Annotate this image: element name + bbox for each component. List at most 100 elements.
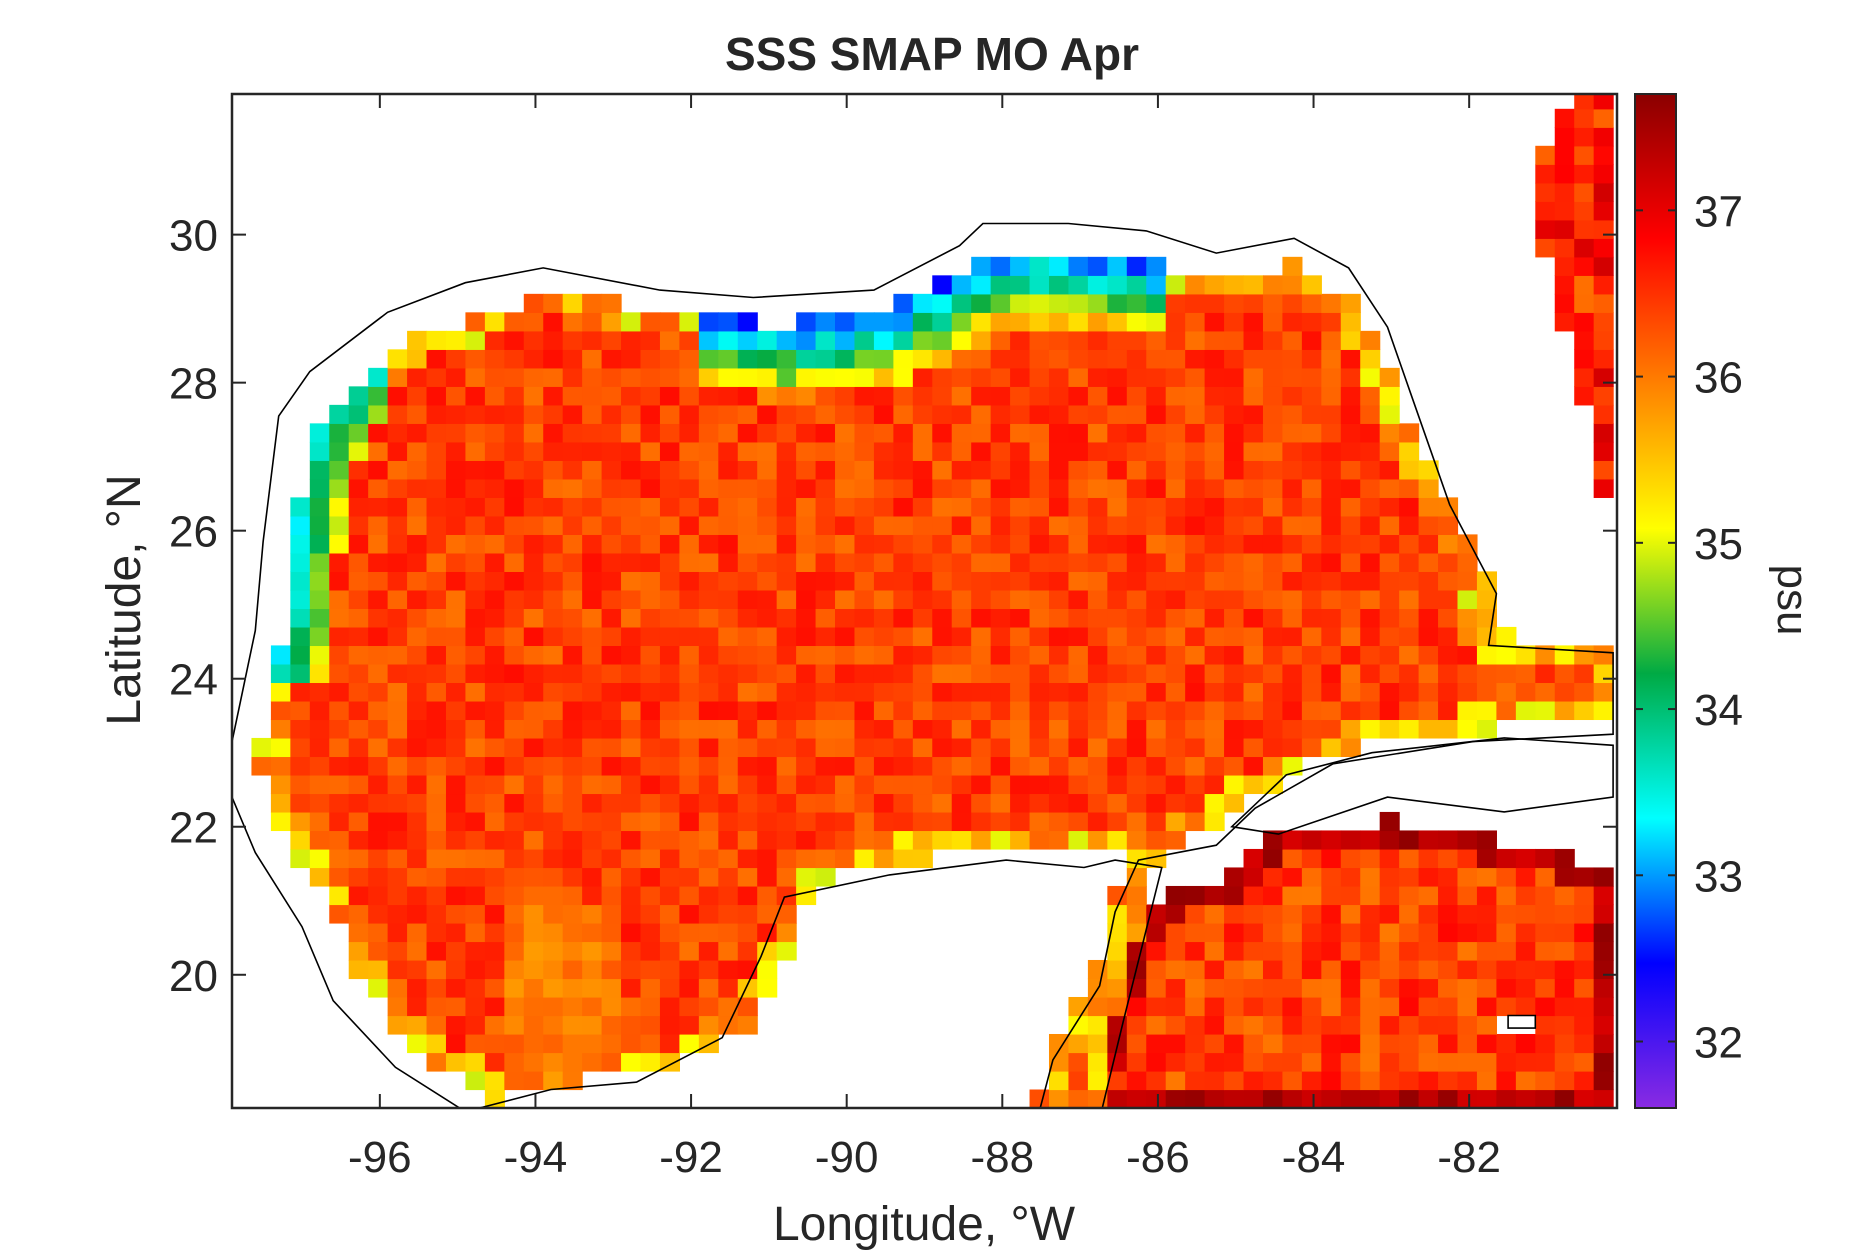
heatmap-cell — [1048, 608, 1070, 628]
heatmap-cell — [718, 571, 739, 591]
heatmap-cell — [1340, 441, 1361, 461]
heatmap-cell — [718, 645, 739, 665]
heatmap-cell — [912, 608, 933, 628]
heatmap-cell — [1146, 330, 1167, 350]
heatmap-cell — [543, 756, 564, 776]
heatmap-cell — [1379, 904, 1400, 924]
heatmap-cell — [1476, 941, 1497, 961]
heatmap-cell — [1243, 1089, 1264, 1108]
heatmap-cell — [445, 534, 467, 554]
heatmap-cell — [348, 608, 369, 628]
heatmap-cell — [854, 312, 875, 332]
heatmap-cell — [1126, 626, 1147, 647]
heatmap-cell — [1146, 848, 1167, 869]
heatmap-cell — [1010, 626, 1031, 647]
heatmap-cell — [737, 552, 758, 572]
heatmap-cell — [951, 571, 972, 591]
heatmap-cell — [873, 848, 894, 869]
heatmap-cell — [368, 793, 389, 813]
heatmap-cell — [757, 571, 778, 591]
heatmap-cell — [1476, 1052, 1497, 1072]
heatmap-cell — [484, 497, 505, 517]
heatmap-cell — [329, 904, 350, 924]
heatmap-cell — [796, 626, 817, 647]
heatmap-cell — [621, 645, 642, 665]
heatmap-cell — [1146, 737, 1167, 758]
heatmap-cell — [1068, 423, 1089, 443]
heatmap-cell — [543, 1033, 564, 1054]
heatmap-cell — [1165, 719, 1186, 739]
heatmap-cell — [484, 626, 505, 647]
colorbar-gradient — [1634, 93, 1677, 1109]
heatmap-cell — [815, 386, 836, 406]
heatmap-cell — [815, 552, 836, 572]
heatmap-cell — [1574, 885, 1595, 906]
heatmap-cell — [1126, 1015, 1147, 1035]
heatmap-cell — [1262, 978, 1284, 998]
heatmap-cell — [757, 848, 778, 869]
heatmap-cell — [543, 460, 564, 480]
heatmap-cell — [873, 404, 894, 424]
heatmap-cell — [1282, 682, 1303, 702]
heatmap-cell — [893, 478, 914, 498]
heatmap-cell — [1224, 867, 1245, 887]
heatmap-cell — [1321, 1052, 1342, 1072]
heatmap-cell — [1224, 1089, 1245, 1108]
heatmap-cell — [1224, 441, 1245, 461]
heatmap-cell — [796, 478, 817, 498]
heatmap-cell — [1126, 386, 1147, 406]
heatmap-cell — [1574, 238, 1595, 258]
heatmap-cell — [1146, 515, 1167, 535]
heatmap-cell — [329, 515, 350, 535]
heatmap-cell — [621, 848, 642, 869]
heatmap-cell — [1165, 349, 1186, 369]
heatmap-cell — [1087, 330, 1108, 350]
heatmap-cell — [621, 867, 642, 887]
heatmap-cell — [582, 293, 603, 313]
heatmap-cell — [1165, 552, 1186, 572]
heatmap-cell — [484, 682, 505, 702]
heatmap-cell — [1185, 349, 1206, 369]
heatmap-cell — [1262, 1070, 1284, 1091]
heatmap-cell — [504, 534, 525, 554]
heatmap-cell — [932, 423, 953, 443]
heatmap-cell — [523, 663, 544, 684]
heatmap-cell — [621, 1015, 642, 1035]
heatmap-cell — [1087, 811, 1108, 832]
heatmap-cell — [815, 756, 836, 776]
heatmap-cell — [912, 552, 933, 572]
heatmap-cell — [1204, 811, 1225, 832]
heatmap-cell — [1340, 959, 1361, 980]
heatmap-cell — [387, 460, 408, 480]
heatmap-cell — [951, 293, 972, 313]
heatmap-cell — [621, 404, 642, 424]
heatmap-cell — [698, 793, 719, 813]
heatmap-cell — [426, 1052, 447, 1072]
heatmap-cell — [1204, 460, 1225, 480]
heatmap-cell — [1185, 478, 1206, 498]
heatmap-cell — [348, 941, 369, 961]
heatmap-cell — [796, 830, 817, 850]
heatmap-cell — [484, 737, 505, 758]
heatmap-cell — [932, 386, 953, 406]
heatmap-cell — [1476, 682, 1497, 702]
heatmap-cell — [1165, 811, 1186, 832]
x-tick-label: -84 — [1282, 1133, 1346, 1182]
heatmap-cell — [737, 996, 758, 1017]
heatmap-cell — [1107, 608, 1128, 628]
heatmap-cell — [426, 959, 447, 980]
heatmap-cell — [1107, 1070, 1128, 1091]
heatmap-cell — [796, 663, 817, 684]
heatmap-cell — [1048, 663, 1070, 684]
heatmap-cell — [562, 737, 583, 758]
heatmap-cell — [1574, 1089, 1595, 1108]
heatmap-cell — [1574, 349, 1595, 369]
heatmap-cell — [679, 848, 700, 869]
heatmap-cell — [698, 386, 719, 406]
heatmap-cell — [873, 460, 894, 480]
heatmap-cell — [465, 1033, 486, 1054]
heatmap-cell — [504, 386, 525, 406]
heatmap-cell — [1593, 108, 1614, 128]
heatmap-cell — [426, 811, 447, 832]
